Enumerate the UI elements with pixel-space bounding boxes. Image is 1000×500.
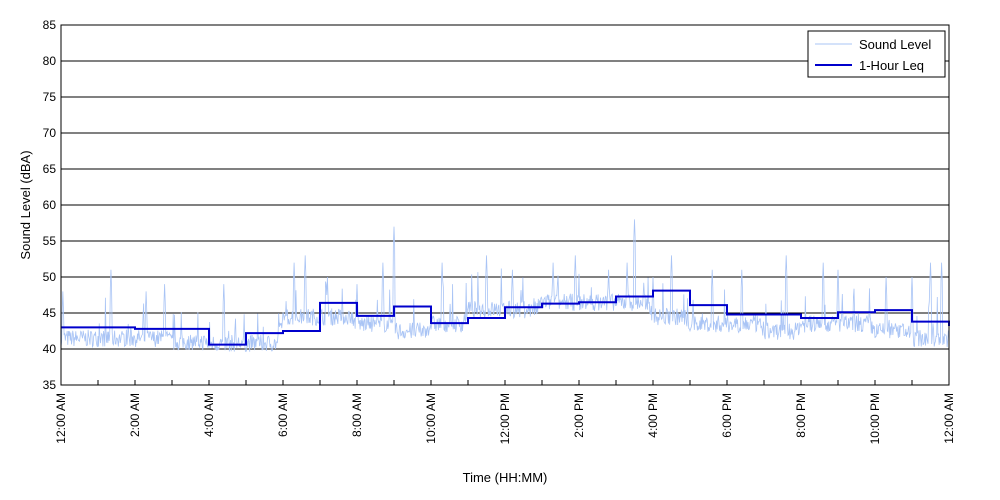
y-tick-label: 60	[43, 198, 57, 212]
x-tick-label: 8:00 PM	[794, 393, 808, 438]
legend-label-sound-level: Sound Level	[859, 37, 931, 52]
x-tick-label: 12:00 AM	[942, 393, 956, 444]
y-tick-label: 65	[43, 162, 57, 176]
x-tick-label: 6:00 AM	[276, 393, 290, 437]
gridlines	[61, 24, 949, 386]
legend-box	[807, 30, 946, 78]
x-tick-label: 2:00 AM	[128, 393, 142, 437]
x-tick-label: 12:00 AM	[54, 393, 68, 444]
y-tick-label: 75	[43, 90, 57, 104]
y-tick-label: 35	[43, 378, 57, 392]
x-tick-label: 2:00 PM	[572, 393, 586, 438]
y-tick-label: 40	[43, 342, 57, 356]
y-tick-label: 70	[43, 126, 57, 140]
series-1-hour-leq-line	[61, 289, 950, 346]
x-ticks	[60, 380, 950, 385]
x-tick-label: 12:00 PM	[498, 393, 512, 444]
series-sound-level-line	[60, 219, 950, 353]
y-tick-label: 45	[43, 306, 57, 320]
y-tick-labels: 35 40 45 50 55 60 65 70 75 80 85	[43, 18, 57, 392]
plot-lines	[60, 219, 950, 353]
y-tick-label: 50	[43, 270, 57, 284]
x-tick-label: 10:00 PM	[868, 393, 882, 444]
legend: Sound Level 1-Hour Leq	[807, 30, 946, 78]
x-tick-label: 4:00 PM	[646, 393, 660, 438]
x-tick-label: 4:00 AM	[202, 393, 216, 437]
x-tick-label: 8:00 AM	[350, 393, 364, 437]
x-tick-label: 6:00 PM	[720, 393, 734, 438]
x-tick-labels: 12:00 AM 2:00 AM 4:00 AM 6:00 AM 8:00 AM 10:0…	[54, 393, 956, 444]
y-tick-label: 85	[43, 18, 57, 32]
x-tick-label: 10:00 AM	[424, 393, 438, 444]
y-axis-label: Sound Level (dBA)	[18, 150, 33, 259]
legend-label-1-hour-leq: 1-Hour Leq	[859, 58, 924, 73]
y-tick-label: 80	[43, 54, 57, 68]
plot-frame	[60, 24, 950, 386]
y-tick-label: 55	[43, 234, 57, 248]
x-axis-label: Time (HH:MM)	[463, 470, 548, 485]
